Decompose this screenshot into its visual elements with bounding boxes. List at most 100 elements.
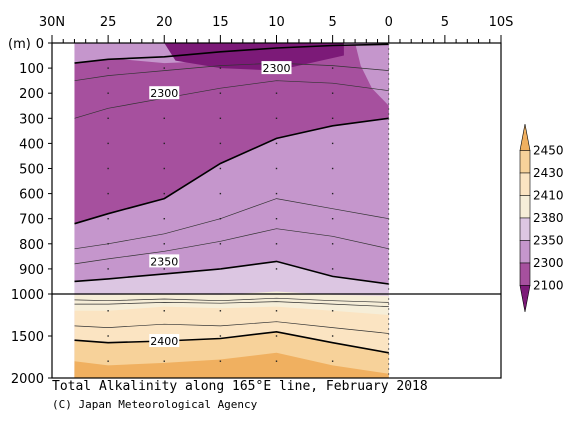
- station-dot: [331, 268, 334, 270]
- station-dot: [275, 335, 278, 337]
- colorbar: 2450 2430 2410 2380 2350 2300 2100: [519, 123, 564, 313]
- station-dot: [219, 92, 222, 94]
- station-dot: [107, 243, 109, 245]
- chart-credit: (C) Japan Meteorological Agency: [52, 398, 258, 411]
- x-tick-label: 5: [441, 15, 449, 30]
- station-dot: [219, 218, 222, 220]
- station-dot: [107, 92, 109, 94]
- colorbar-segment: [519, 195, 531, 219]
- contour-line-major: [74, 43, 389, 64]
- colorbar-tick-label: 2350: [533, 234, 564, 248]
- station-dot: [219, 142, 222, 145]
- station-dot: [331, 142, 334, 145]
- station-dot: [275, 310, 278, 312]
- station-dot: [163, 310, 165, 312]
- station-dot: [163, 192, 165, 195]
- x-tick-label: 10S: [489, 15, 514, 30]
- station-dot: [219, 243, 222, 245]
- station-dot: [275, 117, 278, 119]
- station-dot: [275, 92, 278, 94]
- colorbar-segment: [519, 285, 531, 313]
- contour-label-bg: [149, 334, 180, 348]
- station-dots: [107, 67, 334, 362]
- contour-line-major: [74, 117, 389, 225]
- station-dot: [107, 335, 109, 337]
- colorbar-tick-label: 2430: [533, 166, 564, 180]
- station-dot: [275, 218, 278, 220]
- station-dot: [331, 243, 334, 245]
- y-tick-label: 1000: [11, 288, 44, 303]
- colorbar-segment: [519, 150, 531, 174]
- y-tick-label: 0: [36, 37, 44, 52]
- colorbar-segment: [519, 240, 531, 264]
- contour-line: [74, 297, 389, 303]
- contour-label-bg: [149, 86, 180, 100]
- contour-label-bg: [149, 254, 180, 268]
- colorbar-segment: [519, 172, 531, 196]
- y-tick-label: 100: [19, 62, 44, 77]
- y-tick-label: 800: [19, 238, 44, 253]
- station-dot: [163, 360, 165, 362]
- station-dot: [219, 192, 222, 195]
- contour-line: [74, 301, 389, 307]
- station-dot: [275, 167, 278, 170]
- colorbar-segment: [519, 217, 531, 241]
- station-dot: [163, 142, 165, 145]
- y-tick-label: 300: [19, 112, 44, 127]
- station-dot: [163, 67, 165, 69]
- station-dot: [163, 117, 165, 119]
- station-dot: [107, 360, 109, 362]
- contour-line: [74, 80, 389, 119]
- x-tick-label: 20: [156, 15, 173, 30]
- station-dot: [219, 335, 222, 337]
- x-tick-label: 30N: [39, 15, 65, 30]
- station-dot: [275, 192, 278, 195]
- contour-label: 2300: [263, 62, 291, 75]
- station-dot: [275, 360, 278, 362]
- x-tick-label: 5: [328, 15, 336, 30]
- fill-core-minimum: [164, 43, 344, 71]
- y-tick-label: 400: [19, 137, 44, 152]
- station-dot: [163, 243, 165, 245]
- contour-label: 2400: [150, 335, 178, 348]
- station-dot: [275, 243, 278, 245]
- station-dot: [107, 142, 109, 145]
- contour-labels: 2300 2300 2350 2400: [149, 61, 292, 348]
- station-dot: [107, 268, 109, 270]
- station-dot: [219, 67, 222, 69]
- station-dot: [163, 218, 165, 220]
- station-dot: [331, 335, 334, 337]
- contour-line: [74, 228, 389, 265]
- y-tick-label: 600: [19, 188, 44, 203]
- contour-label: 2300: [150, 87, 178, 100]
- y-tick-label: 1500: [11, 330, 44, 345]
- y-tick-label: 700: [19, 213, 44, 228]
- contour-line: [74, 62, 389, 82]
- station-dot: [107, 167, 109, 170]
- station-dot: [331, 167, 334, 170]
- colorbar-tick-label: 2300: [533, 256, 564, 270]
- fill-equator-surface: [355, 43, 389, 106]
- x-tick-label: 10: [268, 15, 285, 30]
- x-tick-label: 15: [212, 15, 229, 30]
- colorbar-tick-label: 2100: [533, 279, 564, 293]
- station-dot: [331, 67, 334, 69]
- colorbar-tick-label: 2380: [533, 211, 564, 225]
- colorbar-tick-label: 2410: [533, 189, 564, 203]
- axes: 30N 25 20 15 10 5 0 5 10S 0 100 200 300 400 500 600 700 8…: [11, 15, 513, 387]
- station-dot: [219, 268, 222, 270]
- station-dot: [219, 117, 222, 119]
- station-dot: [163, 268, 165, 270]
- x-tick-label: 0: [385, 15, 393, 30]
- station-dot: [219, 310, 222, 312]
- station-dot: [331, 192, 334, 195]
- y-tick-label: 900: [19, 263, 44, 278]
- contour-line-major: [74, 330, 389, 354]
- fill-above-2450: [74, 352, 389, 378]
- station-dot: [107, 310, 109, 312]
- y-tick-label: 200: [19, 87, 44, 102]
- colorbar-tick-label: 2450: [533, 144, 564, 158]
- station-dot: [331, 360, 334, 362]
- station-dot: [331, 218, 334, 220]
